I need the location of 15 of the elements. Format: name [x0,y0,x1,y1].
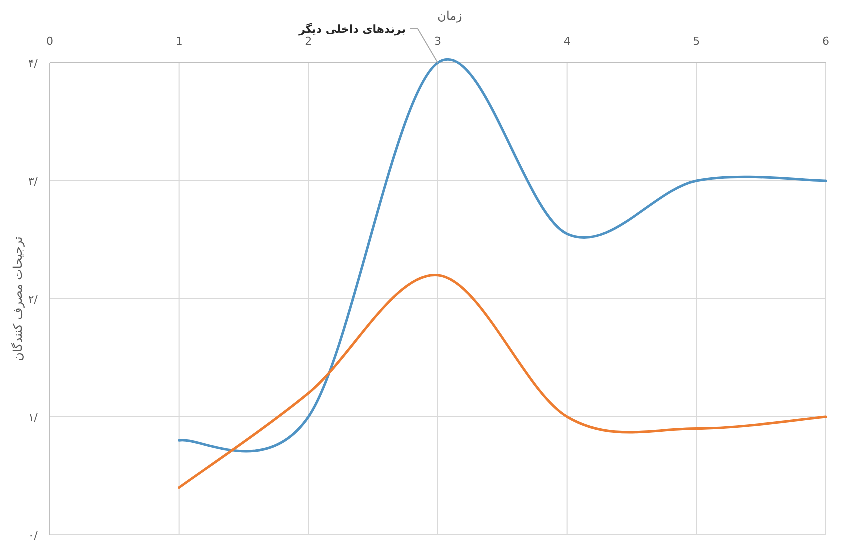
y-axis-title: ترجیحات مصرف کنندگان [11,236,25,362]
y-tick-label: ۱/ [28,411,38,424]
x-tick-label: 0 [46,35,54,48]
y-tick-label: ۰/ [28,529,38,542]
y-tick-label: ۲/ [28,293,38,306]
x-tick-label: 1 [176,35,183,48]
y-tick-label: ۳/ [28,175,38,188]
y-tick-label: ۴/ [28,57,38,70]
x-tick-label: 4 [564,35,571,48]
x-axis-title: زمان [438,9,463,23]
x-tick-label: 5 [693,35,700,48]
text: برندهای داخلی دیگر [298,23,406,36]
x-tick-label: 3 [434,35,442,48]
x-tick-label: 2 [305,35,312,48]
x-tick-label: 6 [822,35,830,48]
